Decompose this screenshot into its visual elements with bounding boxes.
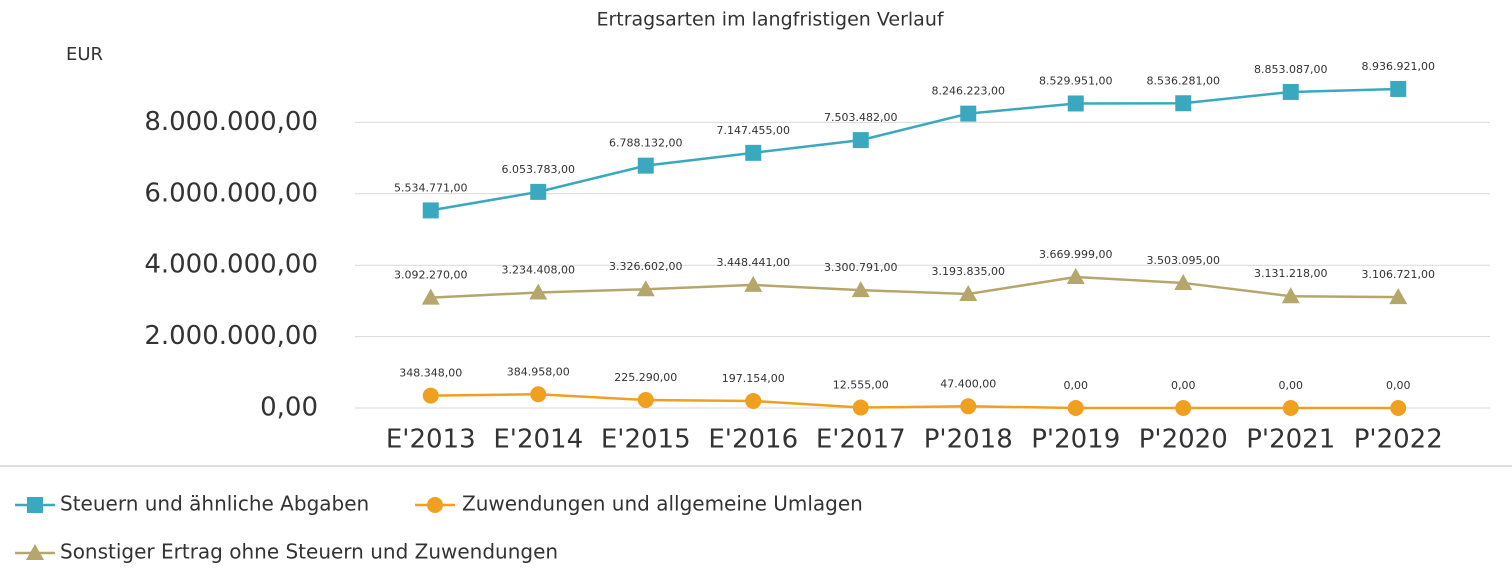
data-label: 348.348,00: [399, 367, 462, 380]
data-label: 8.853.087,00: [1254, 63, 1327, 76]
data-label: 3.193.835,00: [932, 265, 1005, 278]
data-label: 0,00: [1171, 379, 1196, 392]
legend-label: Sonstiger Ertrag ohne Steuern und Zuwend…: [60, 540, 558, 564]
x-tick-label: E'2015: [601, 425, 691, 455]
data-label: 6.053.783,00: [502, 163, 575, 176]
x-tick-label: E'2013: [386, 425, 476, 455]
x-tick-label: P'2019: [1031, 425, 1120, 455]
x-tick-label: E'2014: [493, 425, 583, 455]
marker: [1282, 83, 1299, 100]
marker: [960, 398, 977, 415]
data-label: 0,00: [1279, 379, 1304, 392]
x-tick-label: P'2018: [924, 425, 1013, 455]
legend-marker: [27, 497, 43, 513]
marker: [852, 132, 869, 149]
x-tick-label: P'2022: [1354, 425, 1443, 455]
y-tick-label: 6.000.000,00: [144, 178, 318, 208]
data-label: 7.503.482,00: [824, 111, 897, 124]
marker: [422, 202, 439, 219]
marker: [1390, 80, 1407, 97]
data-label: 3.669.999,00: [1039, 248, 1112, 261]
x-tick-label: P'2020: [1139, 425, 1228, 455]
x-tick-label: P'2021: [1246, 425, 1335, 455]
y-tick-label: 4.000.000,00: [144, 250, 318, 280]
legend-marker: [427, 497, 443, 513]
data-label: 12.555,00: [833, 379, 889, 392]
data-label: 6.788.132,00: [609, 137, 682, 150]
y-tick-label: 0,00: [260, 393, 318, 423]
data-label: 8.529.951,00: [1039, 74, 1112, 87]
marker: [851, 281, 870, 298]
data-label: 0,00: [1064, 379, 1089, 392]
marker: [1389, 288, 1408, 305]
marker: [530, 386, 547, 403]
series-line: [430, 393, 1399, 410]
data-label: 3.131.218,00: [1254, 267, 1327, 280]
marker: [1175, 400, 1192, 416]
legend-label: Steuern und ähnliche Abgaben: [60, 492, 369, 516]
series-line: [430, 87, 1399, 212]
marker: [530, 183, 547, 200]
marker: [1281, 287, 1300, 304]
marker: [637, 157, 654, 174]
data-label: 3.234.408,00: [502, 264, 575, 277]
data-label: 7.147.455,00: [717, 124, 790, 137]
marker: [529, 283, 548, 300]
marker: [1067, 400, 1084, 416]
data-label: 3.106.721,00: [1362, 268, 1435, 281]
chart-title: Ertragsarten im langfristigen Verlauf: [596, 9, 944, 31]
x-tick-label: E'2017: [816, 425, 906, 455]
y-tick-label: 2.000.000,00: [144, 321, 318, 351]
data-label: 8.246.223,00: [932, 85, 1005, 98]
marker: [744, 275, 763, 292]
data-label: 384.958,00: [507, 365, 570, 378]
marker: [1390, 400, 1407, 416]
marker: [1174, 273, 1193, 290]
data-label: 3.326.602,00: [609, 260, 682, 273]
marker: [745, 144, 762, 161]
marker: [745, 392, 762, 409]
legend-label: Zuwendungen und allgemeine Umlagen: [462, 492, 863, 516]
data-label: 225.290,00: [614, 371, 677, 384]
marker: [636, 280, 655, 297]
marker: [852, 399, 869, 416]
data-label: 5.534.771,00: [394, 181, 467, 194]
data-label: 3.300.791,00: [824, 261, 897, 274]
marker: [960, 105, 977, 122]
data-label: 197.154,00: [722, 372, 785, 385]
data-label: 8.536.281,00: [1147, 74, 1220, 87]
legend-marker: [26, 544, 44, 560]
series-line: [430, 275, 1399, 299]
data-label: 3.448.441,00: [717, 256, 790, 269]
marker: [959, 284, 978, 301]
data-label: 3.092.270,00: [394, 269, 467, 282]
x-tick-label: E'2016: [708, 425, 798, 455]
y-tick-label: 8.000.000,00: [144, 107, 318, 137]
marker: [421, 288, 440, 305]
marker: [1282, 400, 1299, 416]
data-label: 0,00: [1386, 379, 1411, 392]
marker: [1067, 95, 1084, 112]
marker: [1175, 95, 1192, 112]
data-label: 3.503.095,00: [1147, 254, 1220, 267]
marker: [637, 391, 654, 408]
data-label: 8.936.921,00: [1362, 60, 1435, 73]
y-axis-label: EUR: [66, 44, 103, 65]
data-label: 47.400,00: [940, 377, 996, 390]
marker: [1066, 267, 1085, 284]
marker: [422, 387, 439, 404]
